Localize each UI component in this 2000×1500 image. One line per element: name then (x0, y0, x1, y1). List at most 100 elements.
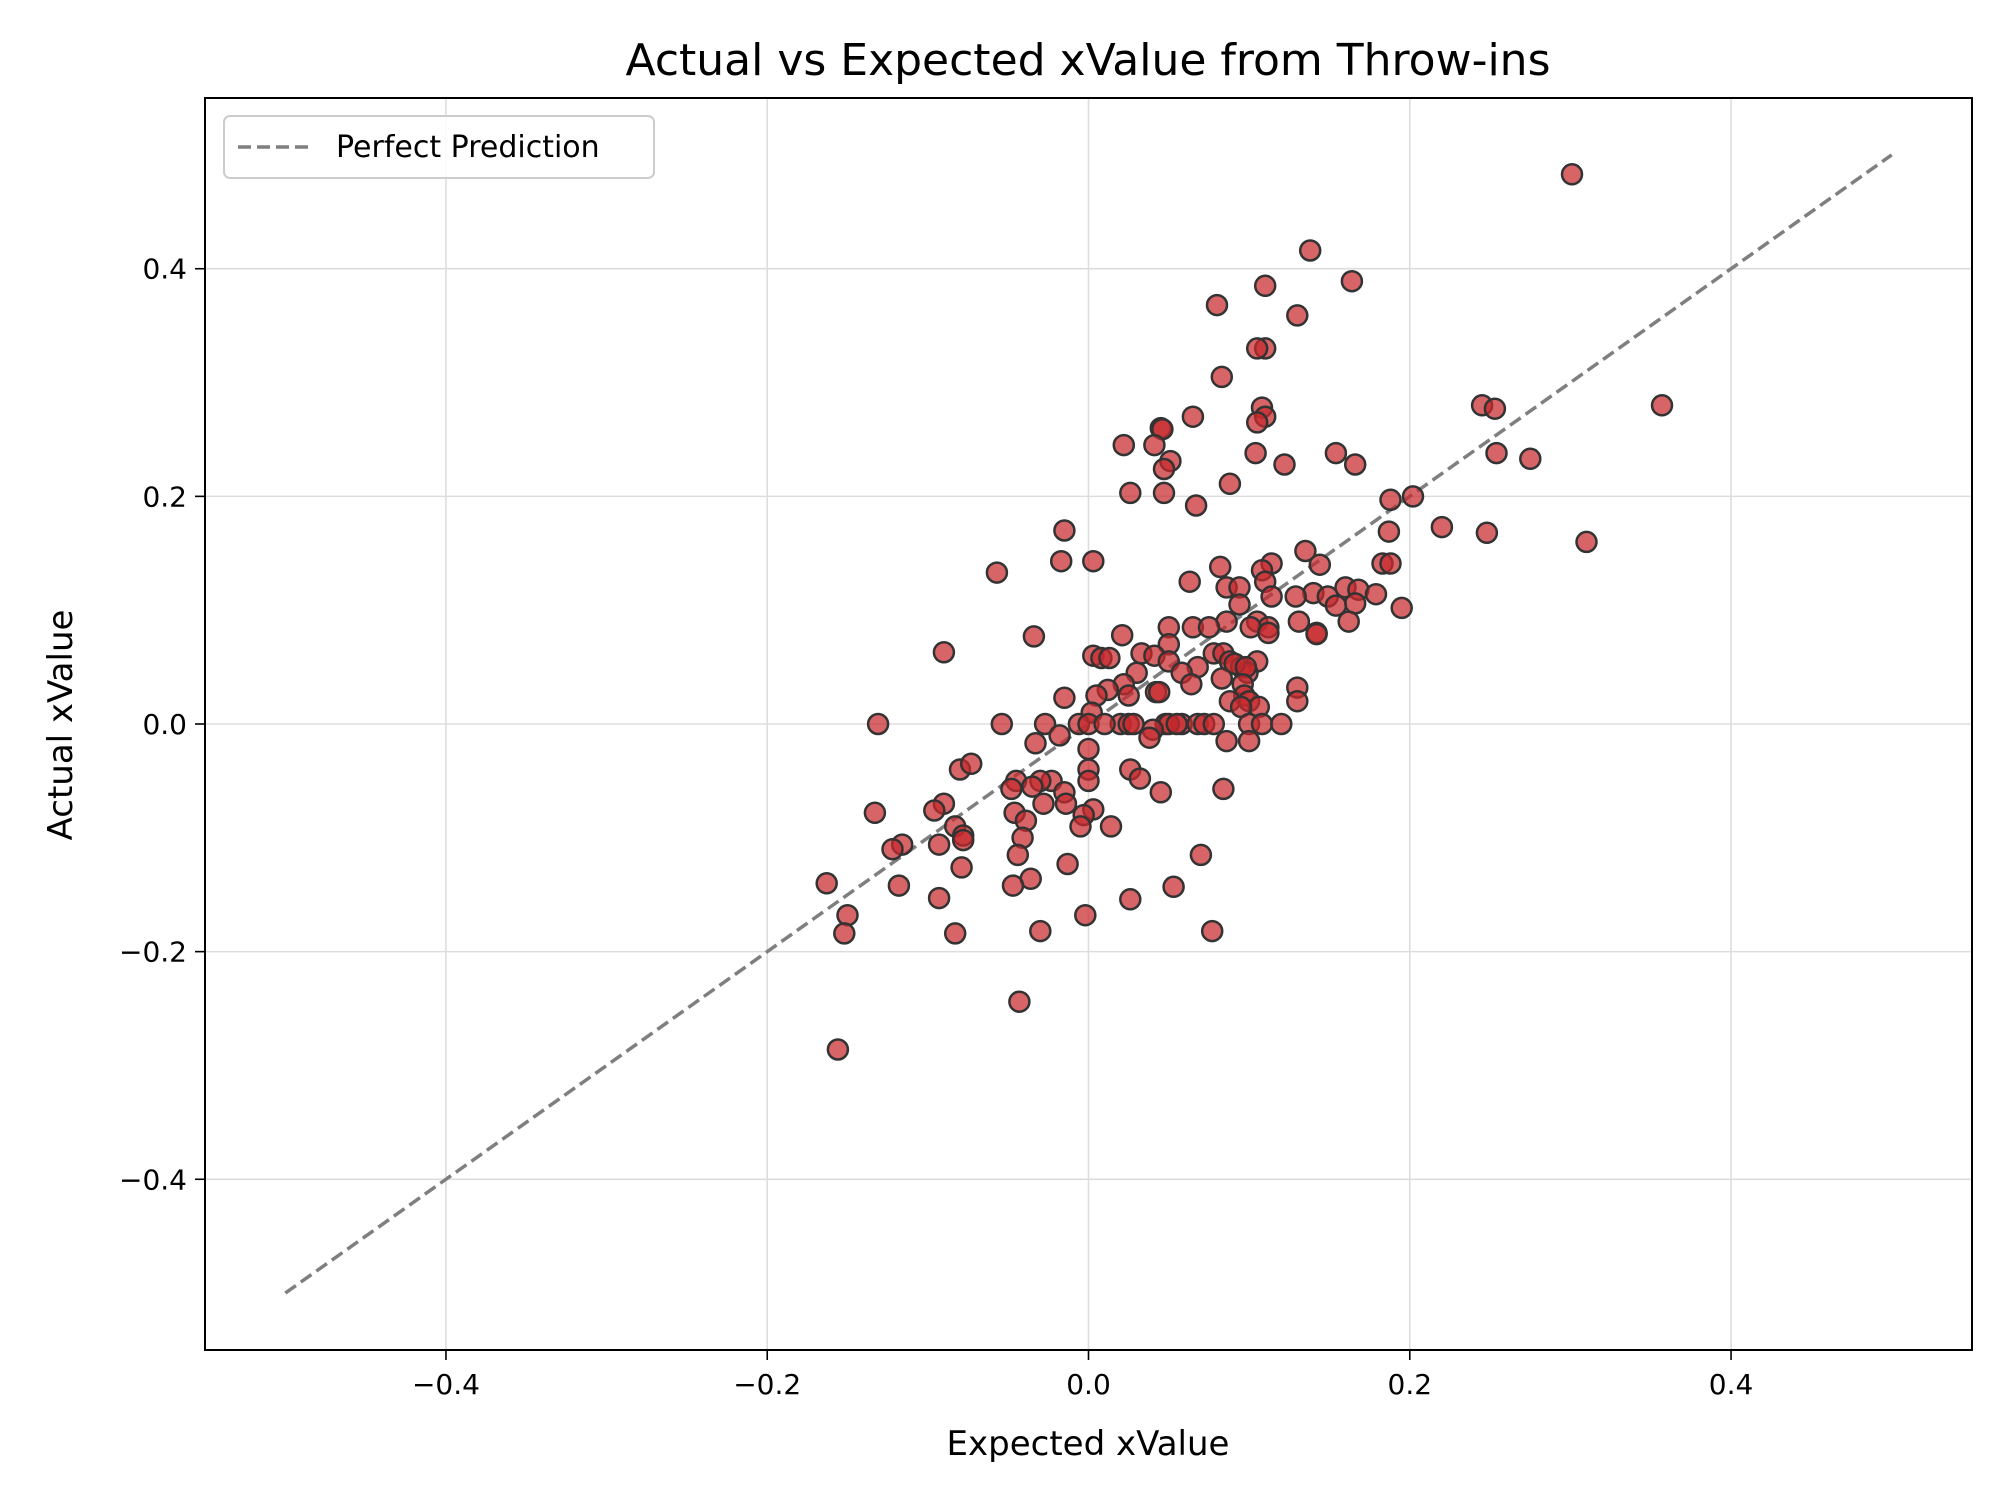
scatter-point (1324, 594, 1348, 617)
scatter-point (1202, 712, 1226, 736)
scatter-point (887, 874, 911, 897)
scatter-point (1152, 457, 1176, 481)
legend-box (223, 115, 655, 179)
scatter-point (959, 752, 983, 776)
scatter-point (1245, 337, 1269, 360)
scatter-point (1077, 769, 1100, 793)
scatter-point (1305, 622, 1328, 646)
scatter-point (1152, 481, 1176, 505)
scatter-point (990, 712, 1014, 736)
scatter-point (1000, 777, 1023, 801)
scatter-point (1006, 843, 1030, 867)
scatter-point (1340, 269, 1364, 293)
scatter-point (1483, 397, 1507, 420)
scatter-point (1054, 792, 1078, 815)
scatter-point (950, 856, 973, 879)
scatter-point (1286, 304, 1309, 327)
scatter-point (1364, 582, 1388, 606)
y-tick-label: −0.2 (119, 936, 187, 969)
scatter-point (1149, 781, 1173, 804)
scatter-point (943, 922, 967, 945)
scatter-point (1200, 919, 1224, 943)
y-tick-label: 0.0 (142, 708, 187, 741)
x-axis-label: Expected xValue (947, 1424, 1230, 1464)
scatter-point (833, 922, 856, 945)
scatter-point (1205, 293, 1229, 317)
scatter-point (1245, 411, 1269, 434)
grid-lines (205, 98, 1972, 1350)
scatter-point (1475, 521, 1499, 545)
scatter-point (1215, 729, 1238, 753)
scatter-point (1056, 852, 1079, 876)
scatter-point (932, 641, 956, 664)
scatter-point (1024, 732, 1047, 755)
scatter-point (1184, 494, 1208, 517)
scatter-point (1029, 919, 1052, 943)
scatter-point (1033, 712, 1057, 736)
legend-label: Perfect Prediction (336, 130, 600, 165)
scatter-point (1178, 570, 1201, 593)
scatter-point (826, 1038, 850, 1061)
scatter-point (1485, 441, 1508, 465)
scatter-point (1143, 433, 1166, 457)
scatter-point (1379, 552, 1402, 575)
scatter-point (881, 837, 904, 861)
scatter-point (1098, 646, 1121, 670)
scatter-point (1147, 680, 1171, 704)
scatter-point (866, 712, 890, 736)
scatter-point (1294, 539, 1317, 563)
scatter-point (1390, 596, 1413, 620)
scatter-point (1575, 530, 1598, 554)
x-axis-ticks: −0.4 −0.2 0.0 0.2 0.4 (412, 1350, 1753, 1401)
scatter-point (923, 799, 946, 822)
scatter-point (1287, 610, 1311, 633)
scatter-point (1244, 441, 1267, 465)
scatter-point (1308, 553, 1332, 576)
scatter-point (1270, 712, 1293, 736)
scatter-point (1257, 621, 1280, 645)
x-tick-label: 0.0 (1066, 1368, 1111, 1401)
scatter-point (1377, 520, 1401, 543)
scatter-point (1208, 555, 1232, 579)
scatter-point (1343, 453, 1367, 476)
scatter-point (1181, 405, 1205, 428)
scatter-point (1165, 712, 1189, 736)
scatter-point (1284, 585, 1307, 608)
x-tick-label: −0.2 (733, 1368, 801, 1401)
scatter-point (1212, 777, 1235, 801)
scatter-point (1430, 515, 1454, 539)
scatter-point (1112, 433, 1136, 457)
scatter-point (1053, 686, 1076, 710)
scatter-point (1082, 549, 1105, 573)
scatter-point (1210, 365, 1234, 389)
scatter-point (1324, 441, 1348, 465)
x-tick-label: −0.4 (412, 1368, 480, 1401)
scatter-point (1069, 815, 1092, 838)
scatter-point (1273, 453, 1296, 476)
scatter-point (1228, 593, 1251, 616)
scatter-point (1021, 775, 1044, 798)
scatter-point (1298, 239, 1322, 262)
y-axis-ticks: −0.4 −0.2 0.0 0.2 0.4 (119, 253, 205, 1196)
scatter-point (1001, 874, 1025, 897)
scatter-point (927, 833, 951, 856)
scatter-point (1337, 610, 1360, 633)
scatter-point (1197, 616, 1221, 639)
x-tick-label: 0.2 (1388, 1368, 1433, 1401)
x-tick-label: 0.4 (1709, 1368, 1754, 1401)
scatter-point (1210, 667, 1234, 690)
scatter-point (1401, 485, 1425, 508)
perfect-prediction-line (284, 153, 1893, 1295)
scatter-point (1253, 274, 1277, 298)
scatter-point (1074, 903, 1097, 927)
scatter-point (1650, 394, 1674, 417)
scatter-point (1250, 712, 1274, 736)
scatter-point (1560, 163, 1584, 186)
scatter-point (1077, 737, 1100, 761)
chart-title: Actual vs Expected xValue from Throw-ins (626, 35, 1551, 86)
scatter-point (836, 903, 859, 927)
scatter-point (1022, 625, 1046, 648)
scatter-point (1119, 481, 1142, 505)
scatter-point (1260, 585, 1283, 608)
